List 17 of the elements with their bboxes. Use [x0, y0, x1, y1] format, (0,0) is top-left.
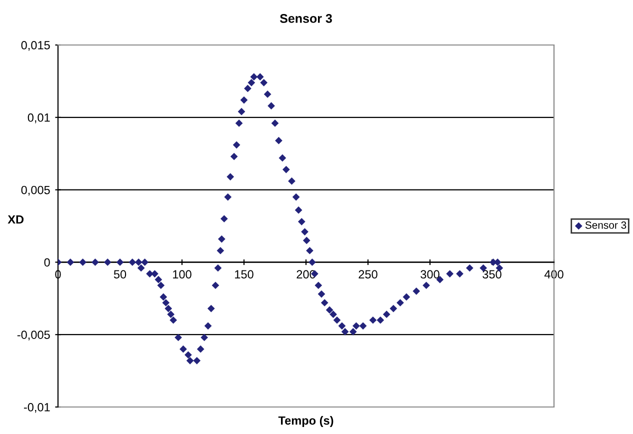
- y-tick-label: 0,015: [21, 41, 50, 51]
- x-tick-label: 150: [235, 270, 254, 279]
- x-tick-label: 400: [544, 270, 564, 279]
- y-tick-label: 0: [44, 258, 50, 267]
- x-axis-title: Tempo (s): [278, 416, 334, 428]
- y-tick-label: -0,005: [17, 330, 50, 340]
- x-tick-label: 300: [420, 270, 440, 279]
- x-tick-label: 50: [114, 270, 126, 279]
- legend-label: Sensor 3: [585, 221, 626, 229]
- x-tick-label: 350: [482, 270, 502, 279]
- x-tick-label: 100: [173, 270, 192, 279]
- y-tick-label: 0,005: [21, 186, 50, 196]
- y-tick-label: 0,01: [28, 113, 50, 124]
- y-axis-title: XD: [8, 215, 24, 224]
- x-tick-label: 250: [358, 270, 378, 279]
- chart-title: Sensor 3: [280, 14, 332, 23]
- y-tick-label: -0,01: [24, 403, 50, 413]
